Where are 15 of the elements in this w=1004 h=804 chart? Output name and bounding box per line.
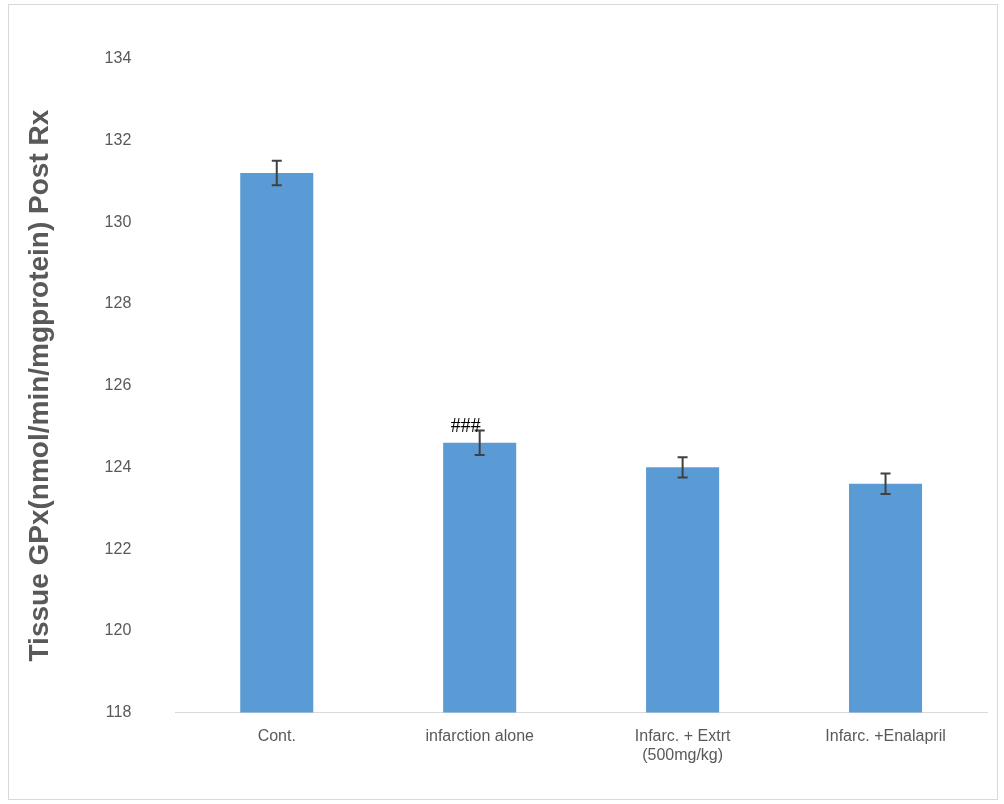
x-tick-label: Cont.	[257, 726, 296, 744]
x-tick-label: Infarc. +Enalapril	[825, 726, 946, 744]
x-tick-label: Infarc. + Extrt (500mg/kg)	[634, 726, 731, 763]
y-tick-label: 134	[104, 49, 132, 67]
y-tick-label: 130	[104, 212, 132, 230]
y-tick-label: 128	[104, 294, 132, 312]
y-tick-label: 132	[104, 130, 132, 148]
y-axis-title: Tissue GPx(nmol/min/mgprotein) Post Rx	[22, 109, 54, 662]
y-tick-label: 124	[104, 457, 132, 475]
y-tick-label: 120	[104, 621, 132, 639]
annotation: ###	[450, 413, 481, 436]
y-tick-label: 126	[104, 376, 132, 394]
x-tick-label: infarction alone	[425, 726, 535, 744]
y-tick-label: 122	[104, 539, 132, 557]
y-tick-label: 118	[105, 703, 132, 721]
